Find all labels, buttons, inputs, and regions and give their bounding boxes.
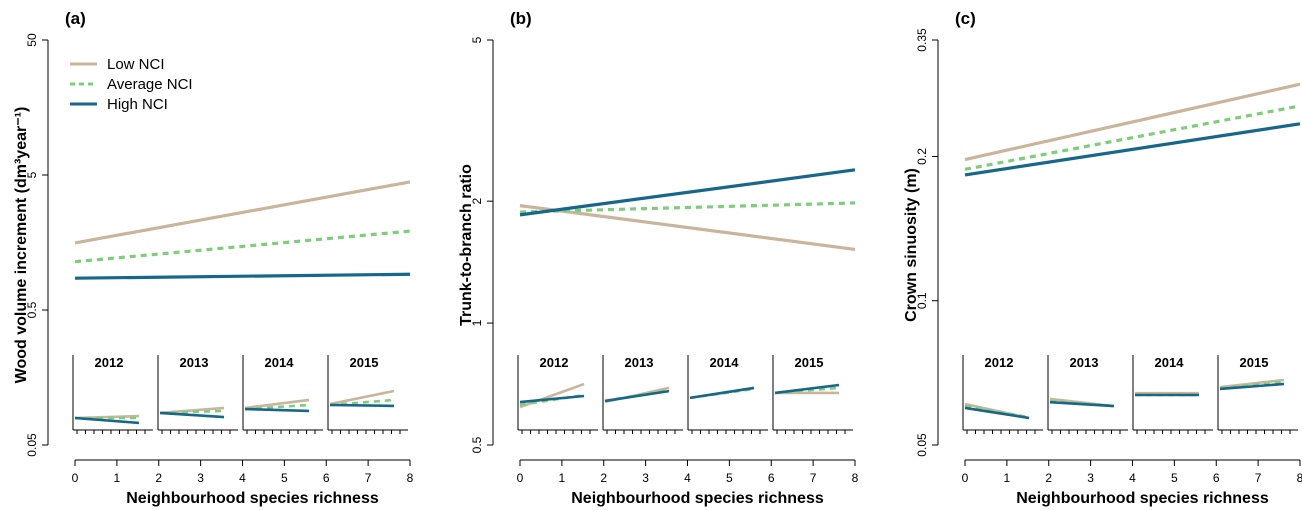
series-line bbox=[329, 403, 395, 408]
y-tick-label: 0.5 bbox=[25, 301, 39, 318]
series-line bbox=[519, 204, 856, 252]
x-tick-label: 6 bbox=[1213, 471, 1220, 485]
y-tick-label: 2 bbox=[470, 198, 484, 205]
series-line bbox=[519, 382, 585, 409]
series-line bbox=[244, 398, 310, 410]
inset-title: 2013 bbox=[180, 355, 209, 370]
x-tick-label: 5 bbox=[726, 471, 733, 485]
series-line bbox=[74, 416, 140, 425]
x-tick-label: 3 bbox=[1087, 471, 1094, 485]
x-tick-label: 2 bbox=[1045, 471, 1052, 485]
x-tick-label: 1 bbox=[559, 471, 566, 485]
inset-title: 2014 bbox=[265, 355, 295, 370]
x-tick-label: 8 bbox=[407, 471, 414, 485]
series-line bbox=[689, 386, 755, 400]
panel-label: (a) bbox=[65, 9, 86, 28]
series-line bbox=[519, 201, 856, 214]
y-tick-label: 0.05 bbox=[25, 433, 39, 457]
y-tick-label: 5 bbox=[470, 36, 484, 43]
inset-title: 2013 bbox=[1070, 355, 1099, 370]
series-line bbox=[1219, 382, 1285, 391]
inset-title: 2012 bbox=[540, 355, 569, 370]
x-tick-label: 7 bbox=[810, 471, 817, 485]
x-tick-label: 7 bbox=[1255, 471, 1262, 485]
series-line bbox=[74, 180, 411, 245]
y-tick-label: 0.2 bbox=[915, 148, 929, 165]
x-axis-label: Neighbourhood species richness bbox=[571, 490, 824, 507]
y-tick-label: 50 bbox=[25, 33, 39, 47]
x-tick-label: 0 bbox=[72, 471, 79, 485]
inset-title: 2014 bbox=[710, 355, 740, 370]
panel-label: (b) bbox=[510, 9, 532, 28]
inset-title: 2015 bbox=[1240, 355, 1269, 370]
x-tick-label: 2 bbox=[155, 471, 162, 485]
y-tick-label: 0.05 bbox=[915, 433, 929, 457]
y-tick-label: 0.35 bbox=[915, 28, 929, 52]
x-tick-label: 6 bbox=[768, 471, 775, 485]
inset-title: 2015 bbox=[795, 355, 824, 370]
x-tick-label: 4 bbox=[239, 471, 246, 485]
x-tick-label: 2 bbox=[600, 471, 607, 485]
series-line bbox=[604, 389, 670, 403]
x-tick-label: 0 bbox=[962, 471, 969, 485]
x-tick-label: 5 bbox=[1171, 471, 1178, 485]
inset-title: 2012 bbox=[985, 355, 1014, 370]
series-line bbox=[519, 394, 585, 404]
series-line bbox=[74, 229, 411, 264]
y-axis-label: Wood volume increment (dm³year⁻¹) bbox=[13, 107, 30, 384]
x-tick-label: 1 bbox=[114, 471, 121, 485]
x-tick-label: 5 bbox=[281, 471, 288, 485]
series-line bbox=[519, 168, 856, 217]
x-tick-label: 7 bbox=[365, 471, 372, 485]
x-tick-label: 4 bbox=[1129, 471, 1136, 485]
y-tick-label: 0.5 bbox=[470, 436, 484, 453]
series-line bbox=[774, 383, 840, 395]
series-line bbox=[74, 272, 411, 280]
inset-title: 2015 bbox=[350, 355, 379, 370]
panel-label: (c) bbox=[955, 9, 976, 28]
x-tick-label: 1 bbox=[1004, 471, 1011, 485]
x-tick-label: 6 bbox=[323, 471, 330, 485]
inset-title: 2014 bbox=[1155, 355, 1185, 370]
legend-label: High NCI bbox=[107, 96, 168, 113]
series-line bbox=[964, 122, 1301, 177]
y-tick-label: 5 bbox=[25, 171, 39, 178]
x-tick-label: 3 bbox=[197, 471, 204, 485]
inset-title: 2012 bbox=[95, 355, 124, 370]
y-tick-label: 0.1 bbox=[915, 292, 929, 309]
y-tick-label: 1 bbox=[470, 319, 484, 326]
series-line bbox=[964, 82, 1301, 162]
series-line bbox=[159, 406, 225, 415]
series-line bbox=[964, 104, 1301, 171]
series-line bbox=[244, 407, 310, 413]
series-line bbox=[1219, 378, 1285, 389]
x-axis-label: Neighbourhood species richness bbox=[1016, 490, 1269, 507]
x-tick-label: 8 bbox=[1297, 471, 1302, 485]
x-tick-label: 8 bbox=[852, 471, 859, 485]
y-axis-label: Trunk-to-branch ratio bbox=[458, 164, 475, 326]
x-axis-label: Neighbourhood species richness bbox=[126, 490, 379, 507]
x-tick-label: 4 bbox=[684, 471, 691, 485]
x-tick-label: 3 bbox=[642, 471, 649, 485]
series-line bbox=[329, 389, 395, 406]
series-line bbox=[159, 411, 225, 419]
series-line bbox=[964, 406, 1030, 420]
legend-label: Average NCI bbox=[107, 76, 193, 93]
y-axis-label: Crown sinuosity (m) bbox=[903, 168, 920, 322]
series-line bbox=[1049, 400, 1115, 408]
legend-label: Low NCI bbox=[107, 56, 165, 73]
inset-title: 2013 bbox=[625, 355, 654, 370]
x-tick-label: 0 bbox=[517, 471, 524, 485]
